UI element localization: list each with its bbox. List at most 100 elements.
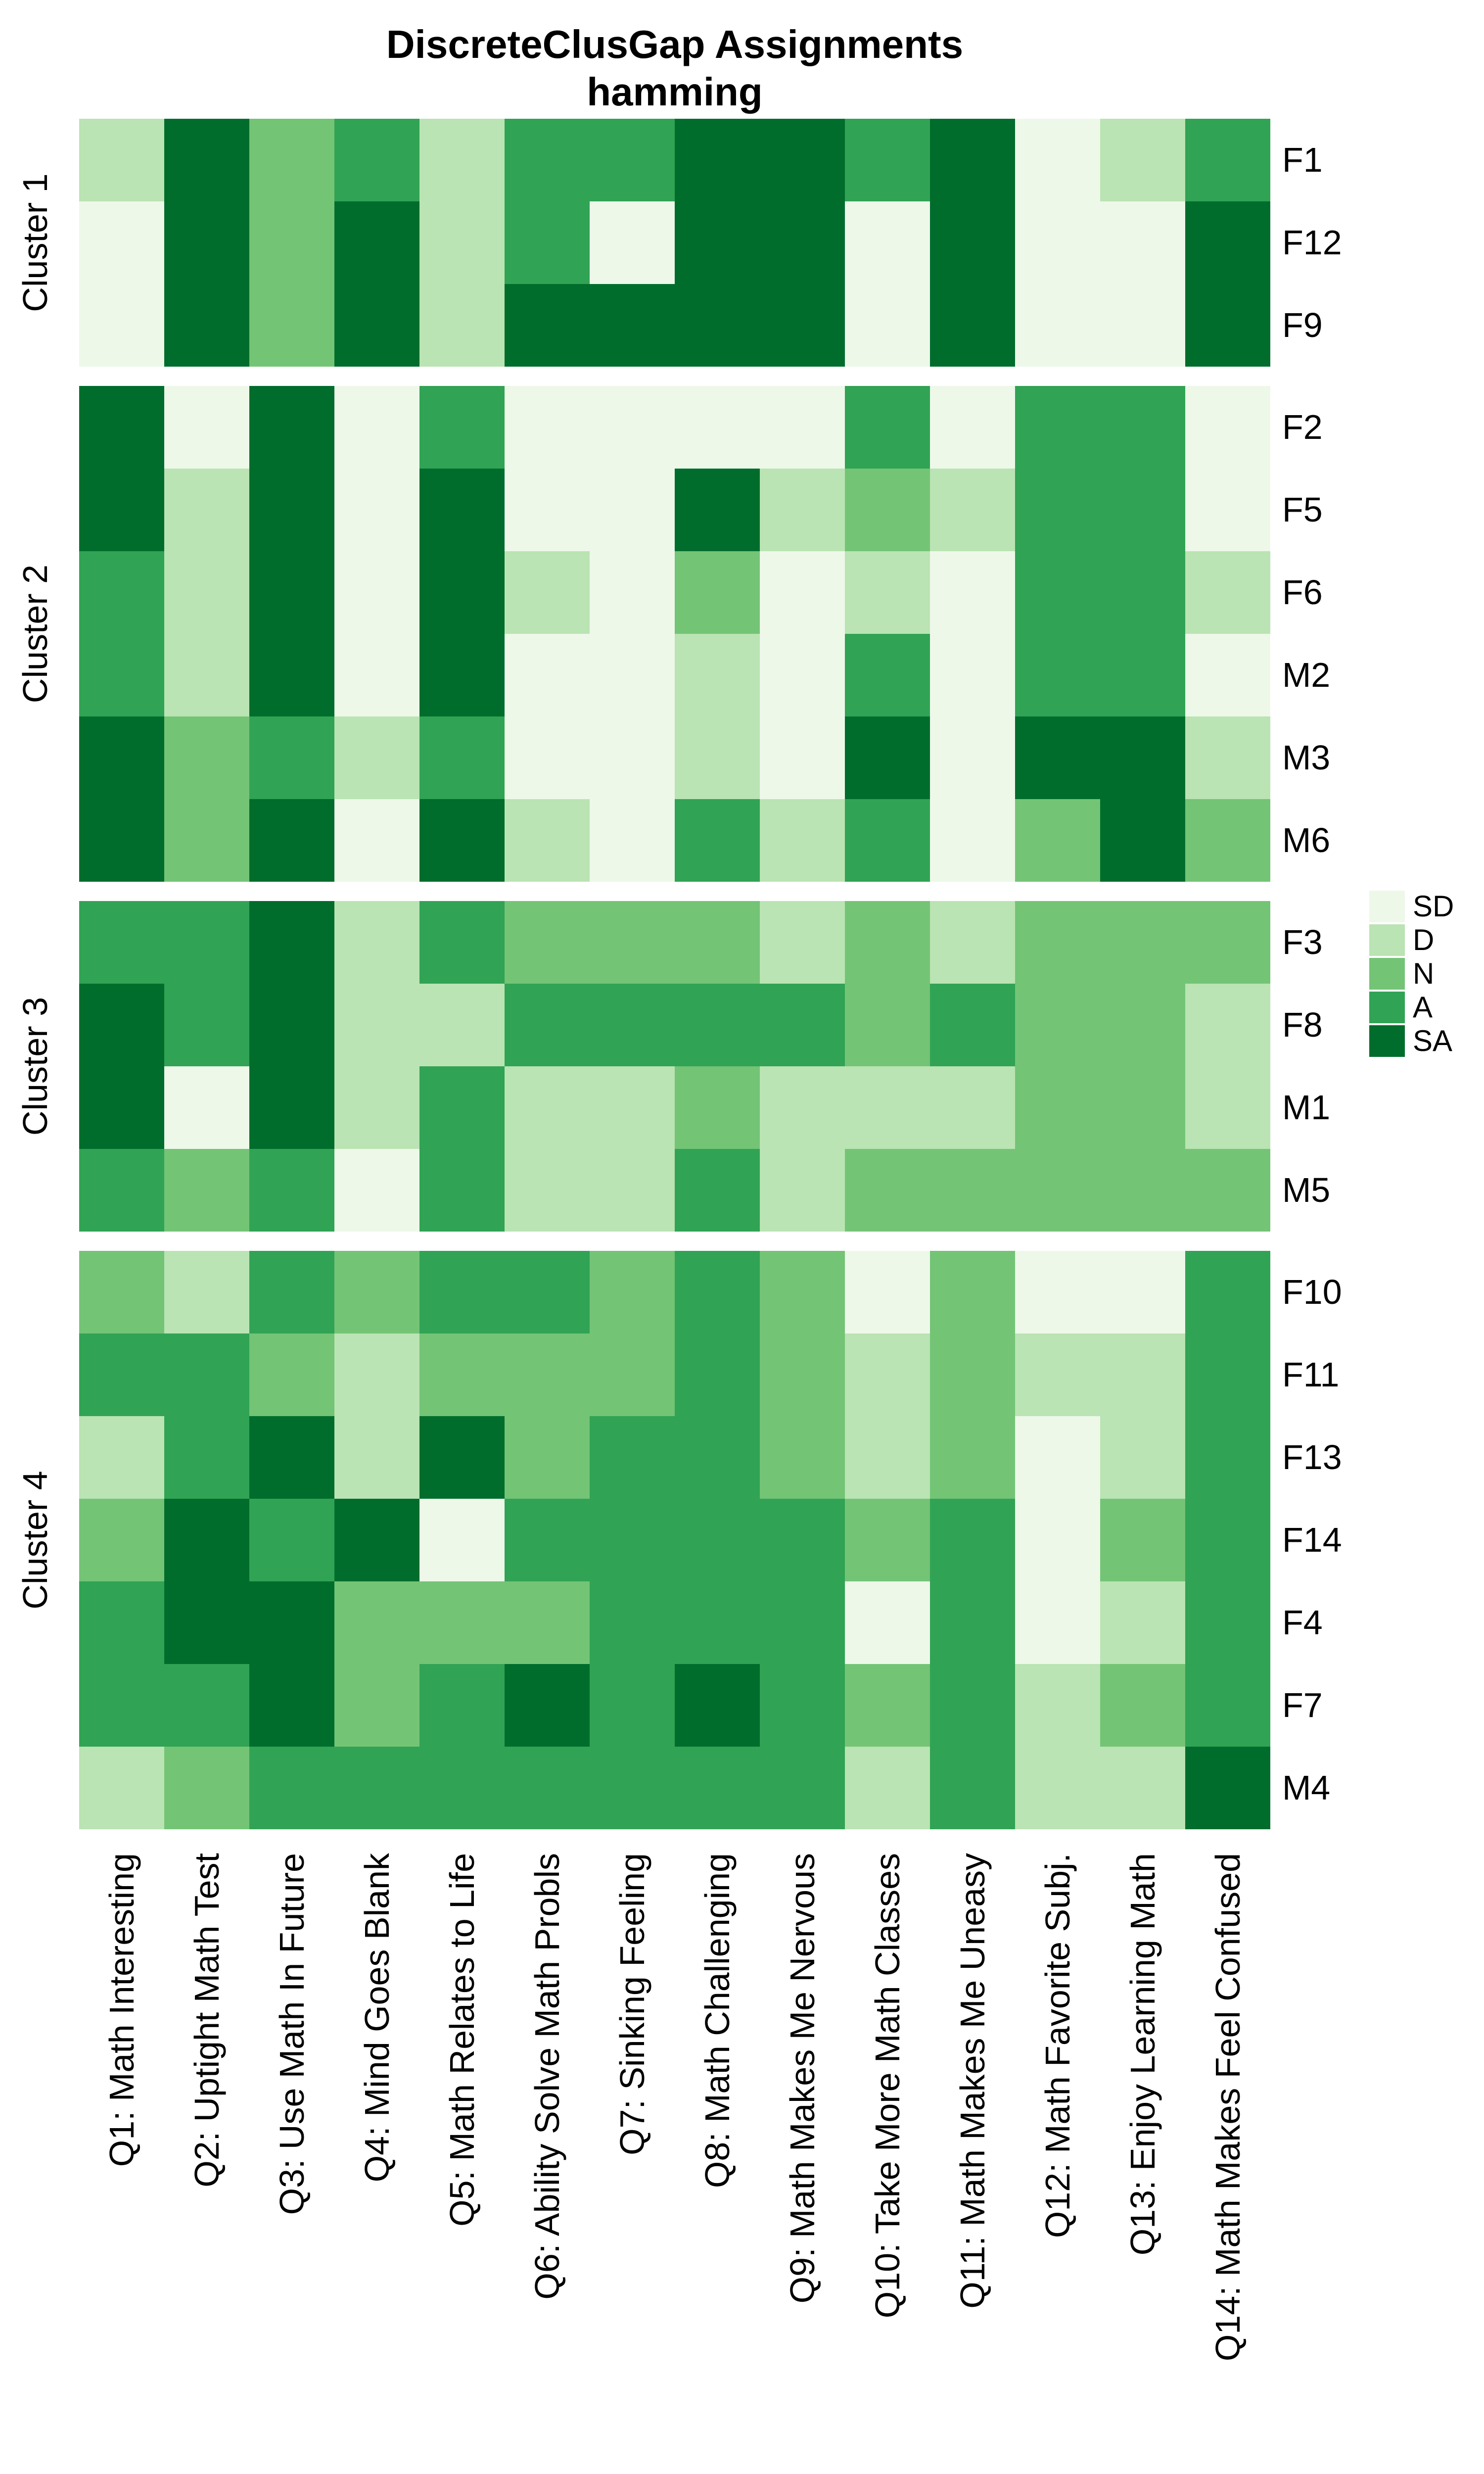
row-label-F14: F14 bbox=[1282, 1521, 1342, 1559]
column-label-q1: Q1: Math Interesting bbox=[102, 1853, 141, 2167]
heatmap-cell bbox=[930, 551, 1015, 634]
heatmap-cell bbox=[845, 551, 930, 634]
heatmap-cell bbox=[79, 634, 164, 716]
heatmap-cell bbox=[1185, 1251, 1270, 1333]
heatmap-cell bbox=[164, 1747, 249, 1829]
heatmap-cell bbox=[505, 901, 590, 984]
legend-swatch-n bbox=[1369, 958, 1405, 990]
heatmap-cell bbox=[79, 551, 164, 634]
heatmap-cell bbox=[760, 551, 845, 634]
heatmap-cell bbox=[590, 119, 675, 201]
heatmap-cell bbox=[760, 469, 845, 551]
heatmap-cell bbox=[249, 551, 334, 634]
heatmap-cell bbox=[1185, 119, 1270, 201]
heatmap-cell bbox=[1185, 284, 1270, 367]
heatmap-cell bbox=[1015, 1251, 1100, 1333]
chart-subtitle: hamming bbox=[587, 70, 763, 114]
heatmap-cell bbox=[845, 1747, 930, 1829]
heatmap-cell bbox=[1100, 1251, 1185, 1333]
legend-label-d: D bbox=[1413, 923, 1435, 956]
heatmap-cell bbox=[845, 1149, 930, 1232]
row-label-M4: M4 bbox=[1282, 1768, 1331, 1807]
heatmap-cell bbox=[930, 634, 1015, 716]
column-label-q5: Q5: Math Relates to Life bbox=[443, 1853, 481, 2227]
heatmap-cell bbox=[1100, 1333, 1185, 1416]
heatmap-cell bbox=[1015, 799, 1100, 882]
heatmap-cell bbox=[675, 1747, 760, 1829]
heatmap-cell bbox=[845, 716, 930, 799]
heatmap-cell bbox=[1185, 901, 1270, 984]
cluster-block-3 bbox=[79, 901, 1270, 1232]
heatmap-cell bbox=[760, 1251, 845, 1333]
heatmap-cell bbox=[1015, 1066, 1100, 1149]
heatmap-cell bbox=[1015, 119, 1100, 201]
heatmap-cell bbox=[590, 1664, 675, 1747]
heatmap-cell bbox=[845, 1664, 930, 1747]
heatmap-cell bbox=[1015, 1149, 1100, 1232]
heatmap-cell bbox=[79, 716, 164, 799]
heatmap-cell bbox=[675, 284, 760, 367]
heatmap-cell bbox=[590, 1149, 675, 1232]
heatmap-cell bbox=[164, 1664, 249, 1747]
heatmap-cell bbox=[1100, 1499, 1185, 1581]
heatmap-cell bbox=[79, 1664, 164, 1747]
heatmap-cell bbox=[334, 119, 419, 201]
heatmap-cell bbox=[505, 201, 590, 284]
heatmap-cell bbox=[419, 716, 505, 799]
row-label-F11: F11 bbox=[1282, 1355, 1340, 1394]
heatmap-cell bbox=[1185, 1581, 1270, 1664]
heatmap-cell bbox=[505, 1499, 590, 1581]
heatmap-cell bbox=[760, 1333, 845, 1416]
heatmap-cell bbox=[1185, 634, 1270, 716]
chart-title-block: DiscreteClusGap Assignments hamming bbox=[79, 21, 1270, 116]
heatmap-cell bbox=[760, 1149, 845, 1232]
cluster-label-2: Cluster 2 bbox=[16, 564, 54, 704]
heatmap-cell bbox=[845, 1333, 930, 1416]
heatmap-cell bbox=[164, 284, 249, 367]
heatmap-cell bbox=[419, 799, 505, 882]
column-label-q4: Q4: Mind Goes Blank bbox=[358, 1853, 396, 2183]
heatmap-cell bbox=[1185, 1149, 1270, 1232]
column-label-q14: Q14: Math Makes Feel Confused bbox=[1208, 1853, 1247, 2362]
heatmap-cell bbox=[675, 469, 760, 551]
heatmap-cell bbox=[164, 1333, 249, 1416]
cluster-label-1: Cluster 1 bbox=[16, 173, 54, 312]
heatmap-cell bbox=[675, 551, 760, 634]
heatmap-cell bbox=[79, 1499, 164, 1581]
heatmap-cell bbox=[590, 1333, 675, 1416]
heatmap-cell bbox=[930, 1664, 1015, 1747]
heatmap-cell bbox=[930, 1416, 1015, 1499]
heatmap-cell bbox=[79, 1066, 164, 1149]
heatmap-cell bbox=[1015, 386, 1100, 469]
heatmap-cell bbox=[505, 1747, 590, 1829]
heatmap-cell bbox=[334, 201, 419, 284]
heatmap-cell bbox=[249, 1581, 334, 1664]
heatmap-cell bbox=[930, 984, 1015, 1066]
heatmap-cell bbox=[249, 119, 334, 201]
heatmap-cell bbox=[675, 119, 760, 201]
heatmap-cell bbox=[164, 1066, 249, 1149]
heatmap-cell bbox=[249, 716, 334, 799]
row-label-F9: F9 bbox=[1282, 306, 1323, 344]
heatmap-cell bbox=[334, 386, 419, 469]
heatmap-cell bbox=[419, 1251, 505, 1333]
heatmap-cell bbox=[760, 1747, 845, 1829]
heatmap-cell bbox=[164, 201, 249, 284]
heatmap-cell bbox=[164, 716, 249, 799]
heatmap-cell bbox=[1015, 1581, 1100, 1664]
heatmap-cell bbox=[930, 1747, 1015, 1829]
heatmap-cell bbox=[675, 1416, 760, 1499]
heatmap-cell bbox=[1185, 799, 1270, 882]
heatmap-cell bbox=[1100, 386, 1185, 469]
heatmap-cell bbox=[1100, 634, 1185, 716]
heatmap-cell bbox=[419, 201, 505, 284]
heatmap-cell bbox=[930, 1149, 1015, 1232]
heatmap-cell bbox=[1100, 1416, 1185, 1499]
heatmap-cell bbox=[675, 799, 760, 882]
heatmap-cell bbox=[845, 634, 930, 716]
heatmap-cell bbox=[845, 901, 930, 984]
heatmap-cell bbox=[675, 634, 760, 716]
heatmap-cell bbox=[590, 551, 675, 634]
heatmap-cell bbox=[505, 551, 590, 634]
heatmap-cell bbox=[249, 1499, 334, 1581]
